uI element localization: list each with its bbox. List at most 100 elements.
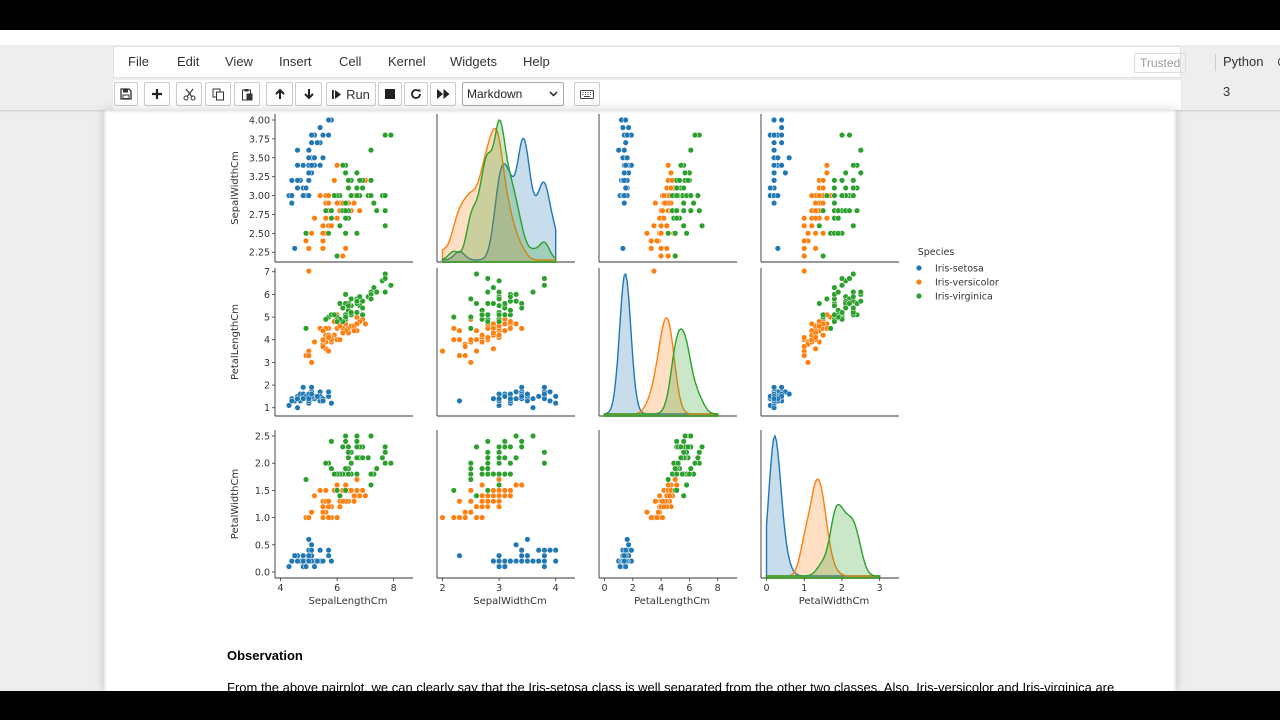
scatter-point-iris-setosa [518, 547, 525, 554]
y-tick-label: 3.50 [249, 153, 270, 164]
scatter-point-iris-versicolor [518, 325, 525, 332]
scatter-point-iris-versicolor [490, 492, 497, 499]
scatter-point-iris-setosa [308, 547, 315, 554]
scatter-point-iris-setosa [625, 541, 632, 548]
interrupt-button[interactable] [378, 82, 402, 106]
scatter-point-iris-virginica [857, 289, 864, 296]
menu-edit[interactable]: Edit [177, 54, 200, 69]
scatter-point-iris-setosa [771, 162, 778, 169]
scatter-point-iris-virginica [348, 192, 355, 199]
scatter-point-iris-setosa [308, 139, 315, 146]
move-up-button[interactable] [266, 82, 293, 106]
scatter-point-iris-versicolor [507, 487, 514, 494]
command-palette-button[interactable] [574, 82, 600, 106]
scatter-point-iris-virginica [467, 465, 474, 472]
scatter-point-iris-virginica [328, 215, 335, 222]
scatter-point-iris-setosa [288, 192, 295, 199]
scatter-point-iris-versicolor [507, 492, 514, 499]
menu-help[interactable]: Help [523, 54, 550, 69]
scatter-point-iris-setosa [619, 124, 626, 131]
scatter-point-iris-setosa [771, 177, 778, 184]
scatter-point-iris-virginica [677, 454, 684, 461]
scatter-point-iris-setosa [535, 393, 542, 400]
restart-run-all-button[interactable] [430, 82, 456, 106]
cell-type-value: Markdown [467, 87, 523, 101]
scatter-point-iris-setosa [771, 132, 778, 139]
scatter-point-iris-virginica [484, 454, 491, 461]
legend-marker-iris-setosa [916, 265, 922, 271]
scatter-point-iris-setosa [518, 558, 525, 565]
scatter-point-iris-virginica [680, 222, 687, 229]
kernel-name[interactable]: Python 3 [1223, 54, 1264, 99]
scatter-point-iris-virginica [367, 481, 375, 489]
scatter-point-iris-setosa [496, 563, 503, 570]
scatter-point-iris-versicolor [490, 498, 497, 505]
y-tick-label: 2.75 [249, 210, 270, 221]
scatter-point-iris-versicolor [473, 348, 480, 355]
move-down-button[interactable] [295, 82, 322, 106]
scatter-point-iris-setosa [524, 552, 531, 559]
scatter-point-iris-setosa [305, 558, 312, 565]
kde-curve-iris-versicolor [441, 127, 557, 263]
scatter-point-iris-versicolor [801, 252, 808, 260]
scatter-point-iris-versicolor [507, 325, 514, 332]
scatter-point-iris-virginica [680, 438, 687, 445]
cell-type-select[interactable]: Markdown [462, 82, 564, 106]
cut-button[interactable] [176, 82, 202, 106]
scatter-point-iris-setosa [305, 536, 312, 543]
scatter-point-iris-setosa [305, 395, 312, 402]
copy-button[interactable] [205, 82, 231, 106]
scatter-point-iris-virginica [382, 275, 389, 282]
video-letterbox-bottom [0, 691, 1280, 720]
scatter-point-iris-virginica [342, 438, 349, 445]
scatter-point-iris-versicolor [336, 336, 343, 343]
legend-marker-iris-virginica [916, 293, 922, 299]
y-tick-label: 2.50 [249, 229, 270, 240]
scatter-point-iris-virginica [353, 192, 360, 199]
menu-widgets[interactable]: Widgets [450, 54, 497, 69]
paste-button[interactable] [234, 82, 260, 106]
x-tick-label: 0 [601, 583, 607, 594]
scatter-point-iris-virginica [382, 222, 389, 229]
scatter-point-iris-virginica [827, 325, 834, 332]
scatter-point-iris-virginica [339, 443, 346, 450]
scatter-point-iris-setosa [529, 404, 537, 411]
scatter-point-iris-setosa [541, 552, 548, 559]
scatter-point-iris-virginica [342, 207, 349, 214]
add-cell-button[interactable] [144, 82, 170, 106]
run-button[interactable]: Run [326, 82, 376, 106]
scatter-point-iris-versicolor [334, 215, 341, 222]
scatter-point-iris-virginica [680, 200, 687, 207]
scatter-point-iris-versicolor [801, 245, 808, 252]
scatter-point-iris-setosa [294, 147, 301, 154]
menu-insert[interactable]: Insert [279, 54, 312, 69]
scatter-point-iris-versicolor [319, 343, 327, 350]
menu-cell[interactable]: Cell [339, 54, 362, 69]
scatter-point-iris-versicolor [653, 237, 660, 244]
scatter-point-iris-virginica [680, 207, 687, 214]
menu-kernel[interactable]: Kernel [388, 54, 426, 69]
scatter-point-iris-versicolor [656, 492, 663, 499]
x-tick-label: 3 [496, 583, 502, 594]
save-button[interactable] [114, 82, 138, 106]
scatter-point-iris-virginica [302, 325, 310, 332]
menu-view[interactable]: View [225, 54, 253, 69]
scatter-point-iris-virginica [683, 230, 690, 237]
menu-file[interactable]: File [128, 54, 149, 69]
scatter-point-iris-versicolor [325, 348, 332, 355]
scatter-point-iris-virginica [484, 311, 491, 318]
scatter-point-iris-virginica [853, 207, 861, 214]
trusted-badge[interactable]: Trusted [1134, 53, 1187, 73]
scatter-point-iris-versicolor [456, 514, 463, 521]
y-axis-label: PetalLengthCm [230, 304, 241, 380]
scatter-point-iris-virginica [334, 318, 341, 325]
restart-button[interactable] [404, 82, 428, 106]
scatter-point-iris-setosa [513, 388, 520, 395]
scatter-point-iris-setosa [513, 395, 520, 402]
kde-curve-iris-virginica [765, 503, 881, 579]
scatter-point-iris-virginica [699, 443, 706, 450]
scatter-point-iris-virginica [687, 207, 694, 214]
x-axis-label: PetalWidthCm [799, 596, 869, 607]
x-tick-label: 0 [763, 583, 769, 594]
scatter-point-iris-virginica [665, 230, 672, 237]
